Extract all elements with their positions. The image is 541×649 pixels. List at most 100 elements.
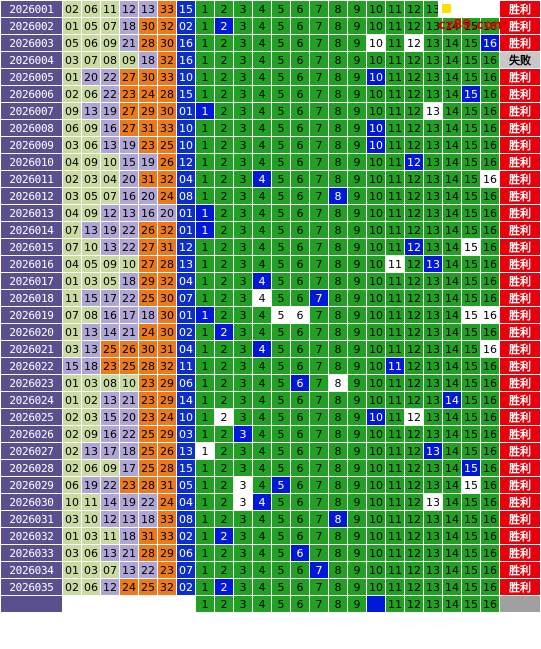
- gap-cell: 10: [366, 34, 386, 52]
- grid-cell: 16: [480, 102, 500, 120]
- grid-cell: 9: [347, 544, 367, 562]
- grid-cell: 10: [366, 85, 386, 103]
- red-ball-number: 01: [62, 323, 82, 341]
- issue-number: 2026022: [0, 357, 63, 375]
- grid-cell: 5: [271, 153, 291, 171]
- site-logo[interactable]: cz89.com: [438, 0, 507, 33]
- red-ball-number: 03: [62, 510, 82, 528]
- empty-cell: [176, 595, 196, 613]
- grid-cell: 12: [404, 187, 424, 205]
- red-ball-number: 22: [119, 425, 139, 443]
- logo-text: cz89.com: [438, 18, 507, 33]
- grid-cell: 16: [480, 85, 500, 103]
- red-ball-number: 23: [138, 408, 158, 426]
- red-ball-number: 02: [62, 408, 82, 426]
- gap-cell: 15: [461, 306, 481, 324]
- issue-number: 2026024: [0, 391, 63, 409]
- grid-cell: 1: [195, 561, 215, 579]
- grid-cell: 4: [252, 0, 272, 18]
- hit-cell: 1: [195, 204, 215, 222]
- blue-ball-number: 08: [176, 187, 196, 205]
- red-ball-number: 13: [81, 442, 101, 460]
- issue-number: 2026016: [0, 255, 63, 273]
- red-ball-number: 25: [100, 340, 120, 358]
- grid-cell: 2: [214, 357, 234, 375]
- grid-cell: 5: [271, 289, 291, 307]
- result-win-badge: 胜利: [499, 136, 541, 154]
- grid-cell: 6: [290, 289, 310, 307]
- grid-cell: 6: [290, 119, 310, 137]
- grid-cell: 13: [423, 17, 443, 35]
- red-ball-number: 09: [100, 459, 120, 477]
- grid-cell: 8: [328, 578, 348, 596]
- grid-cell: 13: [423, 187, 443, 205]
- red-ball-number: 14: [100, 493, 120, 511]
- grid-cell: 8: [328, 340, 348, 358]
- red-ball-number: 01: [62, 17, 82, 35]
- red-ball-number: 29: [157, 374, 177, 392]
- table-row: 2026013 04 09 12 13 16 20 01 1 2 3 4 5 6 7 8 9 10 11 12 13 14…: [0, 204, 541, 222]
- grid-cell: 9: [347, 442, 367, 460]
- grid-cell: 13: [423, 85, 443, 103]
- grid-cell: 8: [328, 102, 348, 120]
- grid-cell: 3: [233, 306, 253, 324]
- grid-cell: 7: [309, 493, 329, 511]
- grid-cell: 3: [233, 408, 253, 426]
- grid-cell: 4: [252, 306, 272, 324]
- result-win-badge: 胜利: [499, 510, 541, 528]
- red-ball-number: 04: [62, 204, 82, 222]
- issue-number: 2026017: [0, 272, 63, 290]
- grid-cell: 1: [195, 459, 215, 477]
- table-row: 2026008 06 09 16 27 31 33 10 1 2 3 4 5 6 7 8 9 10 11 12 13 14…: [0, 119, 541, 137]
- grid-cell: 2: [214, 442, 234, 460]
- grid-cell: 3: [233, 255, 253, 273]
- grid-cell: 5: [271, 544, 291, 562]
- grid-cell: 9: [347, 459, 367, 477]
- table-row: 2026012 03 05 07 16 20 24 08 1 2 3 4 5 6 7 8 9 10 11 12 13 14…: [0, 187, 541, 205]
- blue-ball-number: 07: [176, 561, 196, 579]
- grid-cell: 9: [347, 51, 367, 69]
- gap-cell: 3: [233, 476, 253, 494]
- red-ball-number: 03: [81, 408, 101, 426]
- grid-cell: 2: [214, 51, 234, 69]
- red-ball-number: 02: [62, 442, 82, 460]
- grid-cell: 6: [290, 255, 310, 273]
- table-row: 2026016 04 05 09 10 27 28 13 1 2 3 4 5 6 7 8 9 10 11 12 13 14…: [0, 255, 541, 273]
- issue-number: 2026034: [0, 561, 63, 579]
- grid-cell: 15: [461, 119, 481, 137]
- gap-cell: 5: [271, 306, 291, 324]
- grid-cell: 8: [328, 527, 348, 545]
- red-ball-number: 21: [119, 544, 139, 562]
- red-ball-number: 25: [157, 136, 177, 154]
- grid-cell: 9: [347, 102, 367, 120]
- grid-cell: 13: [423, 289, 443, 307]
- grid-cell: 7: [309, 374, 329, 392]
- red-ball-number: 16: [100, 306, 120, 324]
- red-ball-number: 32: [157, 170, 177, 188]
- red-ball-number: 09: [119, 51, 139, 69]
- grid-cell: 14: [442, 340, 462, 358]
- grid-cell: 10: [366, 272, 386, 290]
- grid-cell: 11: [385, 221, 405, 239]
- red-ball-number: 18: [119, 527, 139, 545]
- issue-number: 2026029: [0, 476, 63, 494]
- red-ball-number: 22: [119, 221, 139, 239]
- red-ball-number: 24: [138, 85, 158, 103]
- red-ball-number: 02: [62, 85, 82, 103]
- grid-cell: 9: [347, 493, 367, 511]
- grid-cell: 5: [271, 17, 291, 35]
- hit-cell: 1: [195, 306, 215, 324]
- red-ball-number: 10: [62, 493, 82, 511]
- issue-number: 2026026: [0, 425, 63, 443]
- grid-cell: 4: [252, 238, 272, 256]
- grid-cell: 3: [233, 357, 253, 375]
- blue-ball-number: 02: [176, 17, 196, 35]
- table-row: 2026023 01 03 08 10 23 29 06 1 2 3 4 5 6 7 8 9 10 11 12 13 14…: [0, 374, 541, 392]
- grid-cell: 10: [366, 51, 386, 69]
- grid-cell: 5: [271, 493, 291, 511]
- red-ball-number: 13: [119, 510, 139, 528]
- red-ball-number: 23: [138, 391, 158, 409]
- grid-cell: 6: [290, 85, 310, 103]
- table-row: 2026033 03 06 13 21 28 29 06 1 2 3 4 5 6 7 8 9 10 11 12 13 14…: [0, 544, 541, 562]
- grid-cell: 12: [404, 578, 424, 596]
